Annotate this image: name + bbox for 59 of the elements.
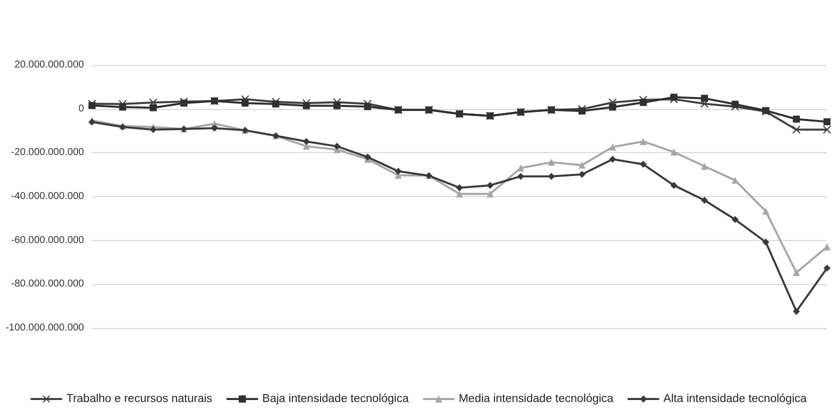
y-tick-label: -60.000.000.000 bbox=[11, 234, 84, 246]
point bbox=[456, 184, 463, 192]
point bbox=[302, 102, 310, 110]
point bbox=[701, 162, 708, 170]
point bbox=[486, 182, 494, 189]
point bbox=[456, 190, 463, 198]
point bbox=[609, 143, 616, 150]
legend-label: Media intensidade tecnológica bbox=[458, 393, 614, 405]
point bbox=[824, 264, 830, 272]
point bbox=[119, 104, 126, 111]
y-tick-label: 20.000.000.000 bbox=[14, 60, 84, 70]
point bbox=[640, 160, 647, 168]
point bbox=[272, 100, 280, 108]
y-tick-label: -100.000.000.000 bbox=[6, 322, 84, 334]
point bbox=[394, 168, 402, 175]
point bbox=[792, 126, 800, 134]
point bbox=[548, 172, 555, 180]
point bbox=[609, 156, 616, 163]
point bbox=[824, 118, 830, 126]
point bbox=[792, 116, 800, 123]
point bbox=[486, 190, 494, 198]
point bbox=[640, 98, 647, 106]
legend-label: Alta intensidade tecnológica bbox=[663, 393, 808, 405]
point bbox=[670, 148, 678, 156]
point bbox=[578, 108, 586, 115]
point bbox=[150, 126, 157, 134]
point bbox=[792, 308, 800, 315]
legend-label: Baja intensidade tecnológica bbox=[262, 393, 410, 405]
y-tick-label: -40.000.000.000 bbox=[11, 191, 84, 202]
y-tick-label: -20.000.000.000 bbox=[11, 147, 84, 158]
point bbox=[517, 172, 524, 180]
point bbox=[609, 104, 616, 111]
point bbox=[242, 100, 249, 107]
point bbox=[334, 102, 340, 110]
point bbox=[670, 94, 678, 101]
point bbox=[211, 124, 218, 132]
point bbox=[823, 126, 831, 134]
point bbox=[88, 102, 96, 110]
point bbox=[701, 196, 708, 204]
point bbox=[302, 138, 310, 145]
point bbox=[548, 158, 555, 166]
point bbox=[364, 103, 372, 110]
point bbox=[517, 164, 524, 172]
point bbox=[762, 238, 770, 246]
point bbox=[792, 269, 800, 276]
point bbox=[732, 216, 739, 224]
point bbox=[578, 170, 586, 178]
point bbox=[150, 104, 157, 112]
y-tick-label: 0 bbox=[78, 103, 84, 114]
point bbox=[640, 138, 647, 145]
point bbox=[670, 182, 678, 189]
point bbox=[732, 100, 739, 108]
point bbox=[334, 142, 340, 150]
point bbox=[701, 94, 708, 102]
point bbox=[578, 162, 586, 169]
legend-label: Trabalho e recursos naturais bbox=[66, 393, 213, 405]
point bbox=[762, 208, 770, 215]
point bbox=[824, 243, 830, 250]
y-tick-label: -80.000.000.000 bbox=[11, 278, 84, 290]
